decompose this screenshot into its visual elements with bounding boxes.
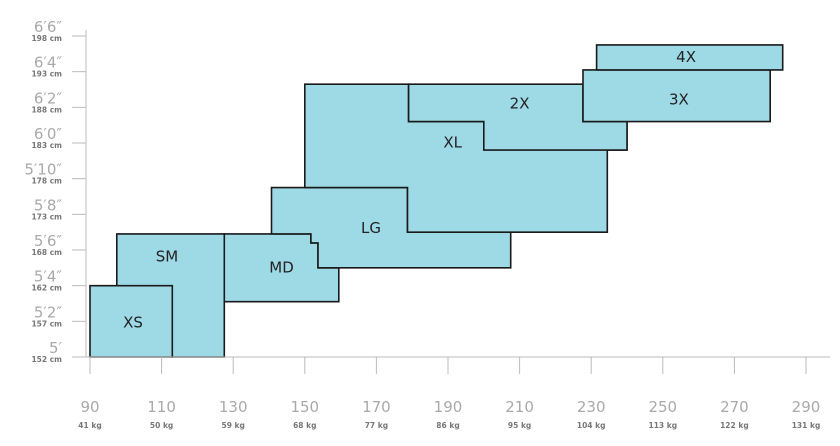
x-tick-metric-label: 68 kg [293, 421, 316, 430]
size-label-4x: 4X [676, 48, 696, 66]
size-label-xs: XS [123, 314, 143, 332]
y-tick-label: 5′ [49, 339, 63, 357]
x-tick-label: 270 [720, 398, 749, 416]
y-tick-label: 5′10″ [24, 161, 62, 179]
x-tick-metric-label: 113 kg [648, 421, 677, 430]
y-tick-label: 5′2″ [34, 303, 62, 321]
size-label-xl: XL [443, 134, 462, 152]
y-tick-metric-label: 152 cm [31, 355, 62, 364]
size-label-md: MD [269, 258, 294, 276]
y-tick-label: 6′6″ [34, 18, 62, 36]
x-axis-ticks: 90 41 kg 110 50 kg 130 59 kg 150 68 kg 170 77 kg 1… [78, 357, 820, 430]
size-regions [89, 44, 784, 358]
y-tick-label: 6′2″ [34, 89, 62, 107]
y-tick-metric-label: 183 cm [31, 141, 62, 150]
x-tick-metric-label: 104 kg [577, 421, 606, 430]
y-tick-metric-label: 193 cm [31, 70, 62, 79]
x-tick-label: 170 [362, 398, 391, 416]
x-tick-label: 110 [147, 398, 176, 416]
y-tick-label: 5′6″ [34, 232, 62, 250]
axes [85, 30, 830, 358]
x-tick-metric-label: 50 kg [150, 421, 173, 430]
x-tick-label: 290 [792, 398, 821, 416]
x-tick-metric-label: 122 kg [720, 421, 749, 430]
x-tick-metric-label: 95 kg [508, 421, 531, 430]
y-tick-label: 6′4″ [34, 54, 62, 72]
size-label-lg: LG [361, 219, 381, 237]
y-tick-metric-label: 198 cm [31, 34, 62, 43]
size-label-2x: 2X [510, 94, 530, 112]
size-region-4x [595, 44, 784, 71]
size-label-3x: 3X [669, 91, 689, 109]
y-tick-metric-label: 162 cm [31, 284, 62, 293]
x-tick-label: 230 [577, 398, 606, 416]
y-tick-metric-label: 173 cm [31, 212, 62, 221]
y-tick-label: 5′8″ [34, 196, 62, 214]
y-tick-label: 5′4″ [34, 268, 62, 286]
x-tick-label: 190 [434, 398, 463, 416]
x-tick-metric-label: 131 kg [792, 421, 821, 430]
size-label-sm: SM [156, 248, 178, 266]
y-tick-metric-label: 178 cm [31, 177, 62, 186]
x-tick-label: 250 [648, 398, 677, 416]
x-tick-metric-label: 86 kg [436, 421, 459, 430]
y-tick-metric-label: 157 cm [31, 319, 62, 328]
x-tick-metric-label: 41 kg [78, 421, 101, 430]
size-region-labels: XS SM MD LG XL 2X 3X 4X [123, 48, 696, 332]
x-tick-label: 90 [80, 398, 99, 416]
x-tick-label: 150 [290, 398, 319, 416]
x-tick-metric-label: 77 kg [365, 421, 388, 430]
x-tick-label: 210 [505, 398, 534, 416]
y-tick-label: 6′0″ [34, 125, 62, 143]
y-tick-metric-label: 168 cm [31, 248, 62, 257]
x-tick-label: 130 [219, 398, 248, 416]
y-tick-metric-label: 188 cm [31, 105, 62, 114]
y-axis-ticks: 5′152 cm 5′2″157 cm 5′4″162 cm 5′6″168 cm 5′… [24, 18, 86, 364]
x-tick-metric-label: 59 kg [221, 421, 244, 430]
